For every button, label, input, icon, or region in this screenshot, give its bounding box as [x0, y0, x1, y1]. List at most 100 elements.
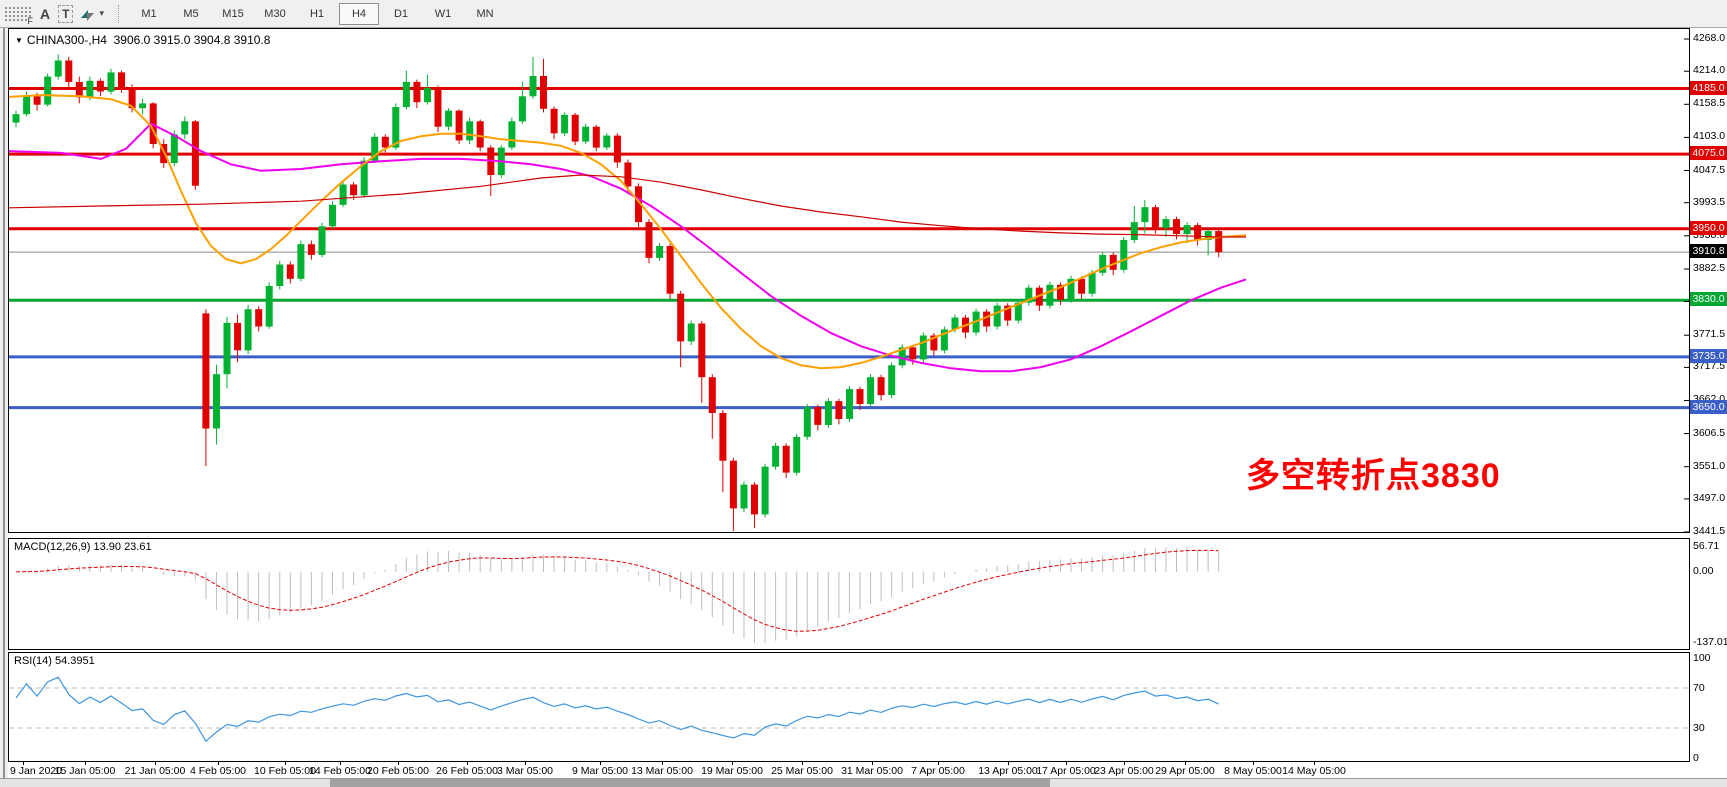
time-label: 14 Feb 05:00: [309, 765, 371, 777]
ma-mid-orange: [9, 94, 1247, 370]
macd-max-label: 56.71: [1693, 540, 1720, 552]
time-tick: [155, 762, 156, 765]
time-tick: [600, 762, 601, 765]
price-tick-label: 4047.5: [1693, 164, 1726, 176]
rsi-label: RSI(14) 54.3951: [14, 655, 95, 667]
rsi-level-label: 100: [1693, 652, 1711, 664]
price-tick-label: 4158.5: [1693, 97, 1726, 109]
price-tick-label: 3717.5: [1693, 360, 1726, 372]
price-tick-label: 3441.5: [1693, 525, 1726, 537]
annotation-text: 多空转折点3830: [1246, 457, 1501, 495]
ma-long-red: [9, 174, 1246, 238]
price-tick-label: 4103.0: [1693, 130, 1726, 142]
time-tick: [1185, 762, 1186, 765]
timeframe-h4-button[interactable]: H4: [339, 2, 379, 25]
ohlc-values: 3906.0 3915.0 3904.8 3910.8: [113, 33, 271, 47]
timeframe-d1-button[interactable]: D1: [393, 7, 409, 20]
price-tick-label: 4214.0: [1693, 64, 1726, 76]
macd-zero-label: 0.00: [1693, 565, 1714, 577]
timeframe-h1-button[interactable]: H1: [309, 7, 325, 20]
price-line-badge: 3830.0: [1690, 292, 1727, 306]
time-tick: [398, 762, 399, 765]
time-label: 13 Apr 05:00: [978, 765, 1038, 777]
price-tick-label: 3606.5: [1693, 427, 1726, 439]
text-tool-icon[interactable]: T: [58, 4, 74, 23]
time-tick: [802, 762, 803, 765]
indicator-grid-icon[interactable]: F: [4, 5, 33, 26]
price-tick-label: 3993.5: [1693, 196, 1726, 208]
time-label: 3 Mar 05:00: [496, 765, 554, 777]
macd-label: MACD(12,26,9) 13.90 23.61: [14, 541, 152, 553]
price-line-badge: 4185.0: [1690, 81, 1727, 95]
candles-layer: [12, 54, 1223, 532]
price-tick-label: 3882.5: [1693, 262, 1726, 274]
scrollbar-thumb[interactable]: [330, 779, 1050, 787]
time-tick: [285, 762, 286, 765]
time-tick: [525, 762, 526, 765]
macd-histogram: [26, 547, 1220, 643]
time-label: 31 Mar 05:00: [841, 765, 903, 777]
price-ticks: [1684, 38, 1689, 532]
time-tick: [85, 762, 86, 765]
time-label: 4 Feb 05:00: [189, 765, 247, 777]
macd-axis: 56.71 0.00 -137.01: [1690, 538, 1727, 650]
time-label: 10 Feb 05:00: [254, 765, 316, 777]
arrow-up-icon: [81, 9, 89, 18]
time-tick: [662, 762, 663, 765]
time-tick: [732, 762, 733, 765]
time-tick: [340, 762, 341, 765]
time-label: 9 Mar 05:00: [571, 765, 629, 777]
horizontal-scrollbar[interactable]: [0, 778, 1727, 787]
time-tick: [1008, 762, 1009, 765]
timeframe-m1-button[interactable]: M1: [141, 7, 157, 20]
window-left-edge: [0, 28, 8, 778]
time-label: 23 Apr 05:00: [1094, 765, 1154, 777]
price-tick-label: 3497.0: [1693, 492, 1726, 504]
rsi-level-label: 30: [1693, 722, 1705, 734]
macd-min-label: -137.01: [1693, 636, 1727, 648]
time-tick: [1314, 762, 1315, 765]
collapse-arrow-icon[interactable]: ▼: [15, 36, 23, 45]
time-label: 19 Mar 05:00: [701, 765, 763, 777]
arrow-styles-dropdown[interactable]: ▾: [77, 4, 108, 24]
horizontal-lines: [9, 87, 1689, 410]
time-label: 8 May 05:00: [1224, 765, 1282, 777]
time-tick: [218, 762, 219, 765]
time-tick: [1066, 762, 1067, 765]
macd-panel[interactable]: MACD(12,26,9) 13.90 23.61: [8, 538, 1690, 650]
timeframe-m30-button[interactable]: M30: [264, 7, 286, 20]
time-tick: [467, 762, 468, 765]
time-tick: [938, 762, 939, 765]
price-tick-label: 3771.5: [1693, 328, 1726, 340]
rsi-panel[interactable]: RSI(14) 54.3951: [8, 652, 1690, 762]
timeframe-w1-button[interactable]: W1: [434, 7, 452, 20]
price-line-badge: 3650.0: [1690, 400, 1727, 414]
price-line-badge: 3735.0: [1690, 349, 1727, 363]
time-label: 9 Jan 2020: [10, 765, 62, 777]
main-price-panel[interactable]: ▼ CHINA300-,H4 3906.0 3915.0 3904.8 3910.…: [8, 28, 1690, 533]
rsi-level-label: 70: [1693, 682, 1705, 694]
timeframe-m5-button[interactable]: M5: [183, 7, 199, 20]
time-label: 29 Apr 05:00: [1155, 765, 1215, 777]
time-label: 20 Feb 05:00: [367, 765, 429, 777]
price-plot[interactable]: [9, 29, 1689, 532]
time-tick: [872, 762, 873, 765]
toolbar-separator: [118, 4, 120, 23]
price-line-badge: 3950.0: [1690, 221, 1727, 235]
time-tick: [1253, 762, 1254, 765]
rsi-plot[interactable]: [9, 653, 1689, 761]
timeframe-mn-button[interactable]: MN: [476, 7, 494, 20]
time-label: 21 Jan 05:00: [124, 765, 186, 777]
price-line-badge: 3910.8: [1690, 244, 1727, 258]
chart-title: ▼ CHINA300-,H4 3906.0 3915.0 3904.8 3910.…: [15, 33, 270, 47]
rsi-axis: 100 70 30 0: [1690, 652, 1727, 764]
timeframe-m15-button[interactable]: M15: [222, 7, 244, 20]
grid-f-label: F: [27, 15, 33, 26]
price-tick-label: 3551.0: [1693, 460, 1726, 472]
time-label: 26 Feb 05:00: [436, 765, 498, 777]
cursor-tool-icon[interactable]: A: [40, 5, 51, 22]
macd-plot[interactable]: [9, 539, 1689, 649]
chart-window: ▼ CHINA300-,H4 3906.0 3915.0 3904.8 3910.…: [8, 28, 1727, 778]
time-label: 25 Mar 05:00: [771, 765, 833, 777]
rsi-level-label: 0: [1693, 752, 1699, 764]
